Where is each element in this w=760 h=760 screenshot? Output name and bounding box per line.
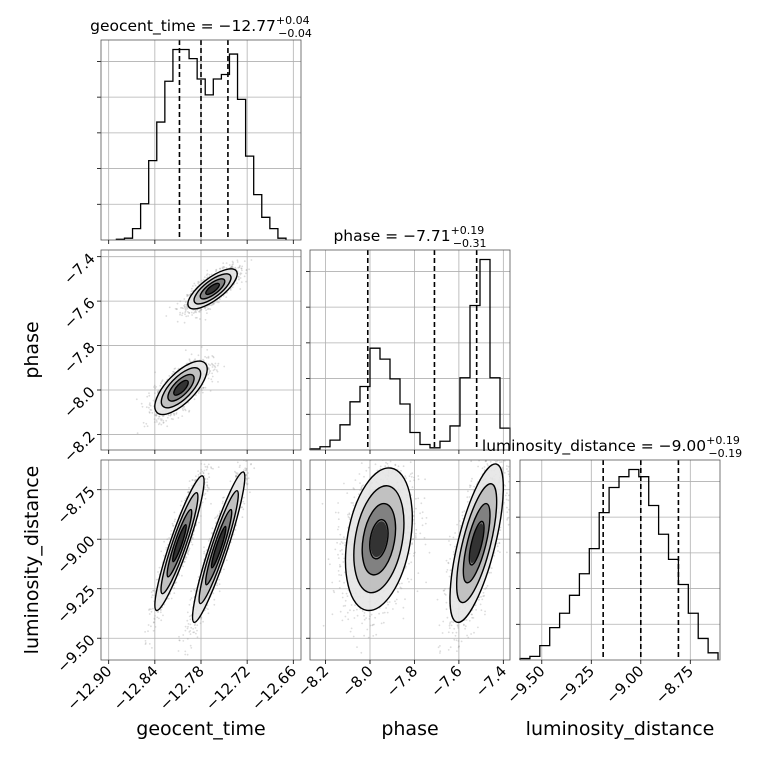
x-tick-label: −8.0 [338, 662, 376, 700]
y-tick-label: −9.50 [53, 631, 98, 676]
histogram-luminosity_distance [519, 468, 719, 660]
axes-frame [309, 459, 511, 661]
x-tick-label: −8.2 [294, 662, 332, 700]
contour-line [344, 467, 413, 612]
title-minus: −0.19 [708, 447, 742, 460]
title-plus: +0.04 [276, 14, 310, 27]
density-fill [469, 523, 484, 563]
panel-body [310, 460, 510, 660]
y-tick-label: −8.2 [60, 427, 98, 465]
panel-title: phase = −7.71+0.19 −0.31 [333, 224, 486, 250]
title-minus: −0.04 [278, 27, 312, 40]
title-value: phase = −7.71 [333, 227, 450, 245]
contour-line [187, 268, 238, 310]
x-tick-label: −12.72 [202, 662, 254, 714]
title-plus: +0.19 [706, 434, 740, 447]
contour-line [455, 483, 498, 604]
contour-line [166, 508, 193, 578]
contour-line [361, 502, 397, 576]
contour-line [199, 278, 226, 300]
scatter-panel-geocent_time-luminosity_distance: −9.50−9.25 −9.00−8.75 [53, 459, 302, 676]
contour-line [353, 485, 405, 594]
x-tick-label: −7.6 [427, 662, 465, 700]
contour-line [198, 489, 240, 605]
histogram-geocent_time [115, 48, 287, 240]
y-tick-label: −8.0 [60, 383, 98, 421]
x-tick-label: −7.8 [383, 662, 421, 700]
contour-line [210, 525, 227, 569]
x-tick-label: −9.00 [602, 662, 647, 707]
y-tick-label: −8.75 [53, 483, 98, 528]
y-tick-label: −9.00 [53, 532, 98, 577]
scatter-panel-geocent_time-phase: −8.2 −8.0 −7.8 −7.6 −7.4 [60, 250, 302, 466]
x-axis-label: luminosity_distance [526, 718, 715, 740]
axes-frame [519, 459, 721, 661]
scatter-panel-phase-luminosity_distance [306, 459, 511, 664]
title-value: luminosity_distance = −9.00 [482, 437, 706, 456]
title-value: geocent_time = −12.77 [90, 17, 276, 36]
contour-line [205, 282, 221, 296]
y-axis-label: phase [21, 321, 43, 378]
contour-line [468, 520, 485, 566]
x-tick-label: −8.75 [652, 662, 697, 707]
y-tick-label: −7.4 [60, 250, 98, 288]
density-fill [212, 528, 226, 566]
histogram-phase [309, 258, 511, 450]
panel-body [101, 250, 301, 450]
x-tick-label: −12.78 [156, 662, 208, 714]
title-minus: −0.31 [453, 237, 487, 250]
y-axis-label: luminosity_distance [21, 466, 43, 655]
density-fill [174, 381, 188, 395]
x-tick-label: −12.84 [110, 662, 162, 714]
panel-title: geocent_time = −12.77+0.04 −0.04 [90, 14, 312, 40]
panel-title: luminosity_distance = −9.00+0.19 −0.19 [482, 434, 742, 460]
hist-panel-geocent_time: geocent_time = −12.77+0.04 −0.04 [90, 14, 312, 244]
y-tick-label: −7.8 [60, 338, 98, 376]
contour-line [449, 463, 505, 624]
hist-panel-phase: phase = −7.71+0.19 −0.31 [306, 224, 511, 454]
hist-panel-luminosity_distance: luminosity_distance = −9.00+0.19 −0.19 [482, 434, 742, 664]
x-tick-label: −9.50 [503, 662, 548, 707]
x-tick-label: −9.25 [553, 662, 598, 707]
x-axis-label: phase [381, 718, 438, 740]
contour-line [191, 471, 246, 624]
contour-line [173, 379, 189, 396]
density-fill [173, 526, 186, 561]
y-tick-label: −9.25 [53, 582, 98, 627]
density-fill [370, 521, 388, 558]
panel-body [101, 460, 301, 660]
title-plus: +0.19 [451, 224, 485, 237]
contour-line [171, 523, 187, 563]
contour-line [204, 508, 233, 586]
y-tick-label: −7.6 [60, 294, 98, 332]
contour-line [462, 502, 491, 584]
x-tick-label: −12.66 [248, 662, 300, 714]
contour-line [193, 273, 232, 305]
contour-line [160, 491, 199, 595]
contour-line [167, 373, 195, 402]
axes-frame [309, 249, 511, 451]
contour-line [154, 360, 208, 416]
contour-line [154, 475, 205, 612]
x-axis-label: geocent_time [136, 718, 265, 740]
contour-line [369, 518, 389, 560]
contour-line [160, 367, 202, 409]
density-fill [206, 283, 219, 294]
